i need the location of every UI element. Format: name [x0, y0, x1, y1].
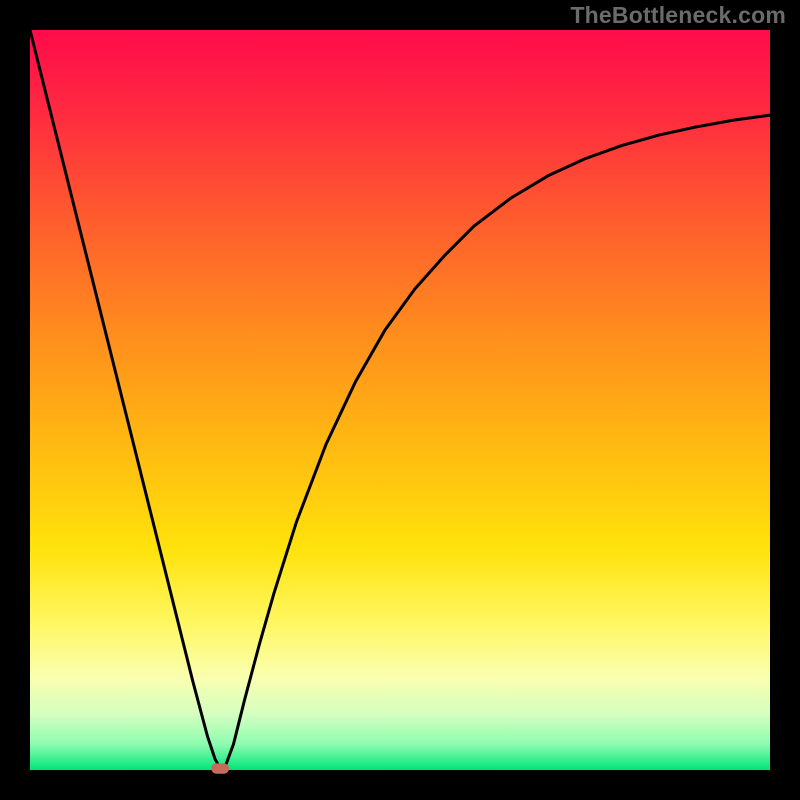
- plot-background: [30, 30, 770, 770]
- watermark-text: TheBottleneck.com: [570, 2, 786, 29]
- minimum-marker: [211, 763, 229, 773]
- bottleneck-chart: [0, 0, 800, 800]
- chart-frame: TheBottleneck.com: [0, 0, 800, 800]
